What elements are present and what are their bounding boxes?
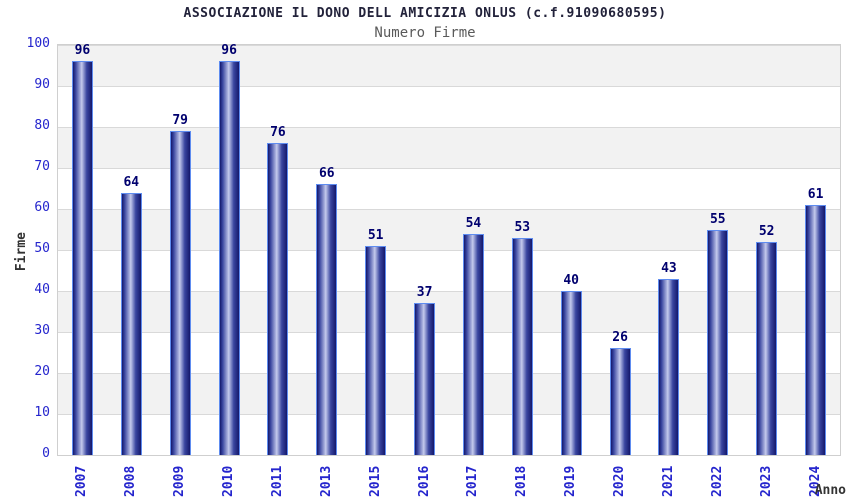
bar-2011 <box>267 143 289 455</box>
bar-value-label: 26 <box>612 330 628 345</box>
bar-value-label: 64 <box>123 175 140 190</box>
x-tick-label: 2010 <box>221 465 237 497</box>
bar-value-label: 43 <box>661 261 677 276</box>
x-tick-label: 2015 <box>367 465 383 497</box>
x-tick-label: 2023 <box>758 465 774 497</box>
y-tick-label: 100 <box>26 36 50 51</box>
bar-2016 <box>414 303 436 455</box>
bar-2021 <box>658 279 680 455</box>
bar-2022 <box>707 230 729 455</box>
bar-value-label: 61 <box>807 187 824 202</box>
x-tick-label: 2021 <box>660 465 676 497</box>
bar-2019 <box>560 291 582 455</box>
bar-value-label: 55 <box>709 212 726 227</box>
y-tick-label: 20 <box>34 364 50 379</box>
y-tick-label: 30 <box>34 323 50 338</box>
bar-value-label: 66 <box>318 166 335 181</box>
bar-2010 <box>218 61 240 455</box>
bar-value-label: 51 <box>367 228 384 243</box>
plot-area: 96 64 79 96 76 66 51 37 54 53 40 26 43 55 52 61 <box>57 43 841 456</box>
x-tick-label: 2018 <box>514 465 530 497</box>
bar-2017 <box>462 234 484 455</box>
x-tick-label: 2013 <box>318 465 334 497</box>
bar-2015 <box>365 246 387 455</box>
bar-2020 <box>609 348 631 455</box>
x-tick-label: 2016 <box>416 465 432 497</box>
x-tick-label: 2019 <box>563 465 579 497</box>
bar-2009 <box>169 131 191 455</box>
bar-value-label: 40 <box>563 273 580 288</box>
bar-2024 <box>805 205 827 455</box>
bar-value-label: 79 <box>172 113 189 128</box>
bar-2008 <box>120 193 142 455</box>
y-tick-label: 80 <box>34 118 50 133</box>
bar-2023 <box>756 242 778 455</box>
bar-2007 <box>71 61 93 455</box>
bar-value-label: 52 <box>758 224 775 239</box>
x-tick-label: 2020 <box>612 465 628 497</box>
x-tick-label: 2022 <box>709 465 725 497</box>
chart-title: ASSOCIAZIONE IL DONO DELL AMICIZIA ONLUS… <box>183 6 667 21</box>
x-tick-label: 2011 <box>269 465 285 497</box>
bar-value-label: 37 <box>416 285 433 300</box>
y-tick-label: 90 <box>34 77 50 92</box>
x-tick-label: 2009 <box>172 465 188 497</box>
y-tick-label: 70 <box>34 159 50 174</box>
x-tick-label: 2007 <box>74 465 90 497</box>
x-tick-label: 2008 <box>123 465 139 497</box>
bar-value-label: 96 <box>221 43 237 58</box>
x-axis-label: Anno <box>814 483 846 498</box>
bar-2018 <box>511 238 533 455</box>
y-tick-label: 10 <box>34 405 50 420</box>
bar-value-label: 96 <box>74 43 91 58</box>
y-tick-label: 60 <box>34 200 50 215</box>
bar-value-label: 53 <box>514 220 531 235</box>
chart-subtitle: Numero Firme <box>374 25 476 41</box>
bar-2013 <box>316 184 338 455</box>
bar-value-label: 54 <box>465 216 482 231</box>
x-tick-label: 2017 <box>465 465 481 497</box>
bar-value-label: 76 <box>270 125 286 140</box>
y-tick-label: 40 <box>34 282 50 297</box>
y-tick-label: 50 <box>34 241 50 256</box>
y-tick-label: 0 <box>42 446 50 461</box>
